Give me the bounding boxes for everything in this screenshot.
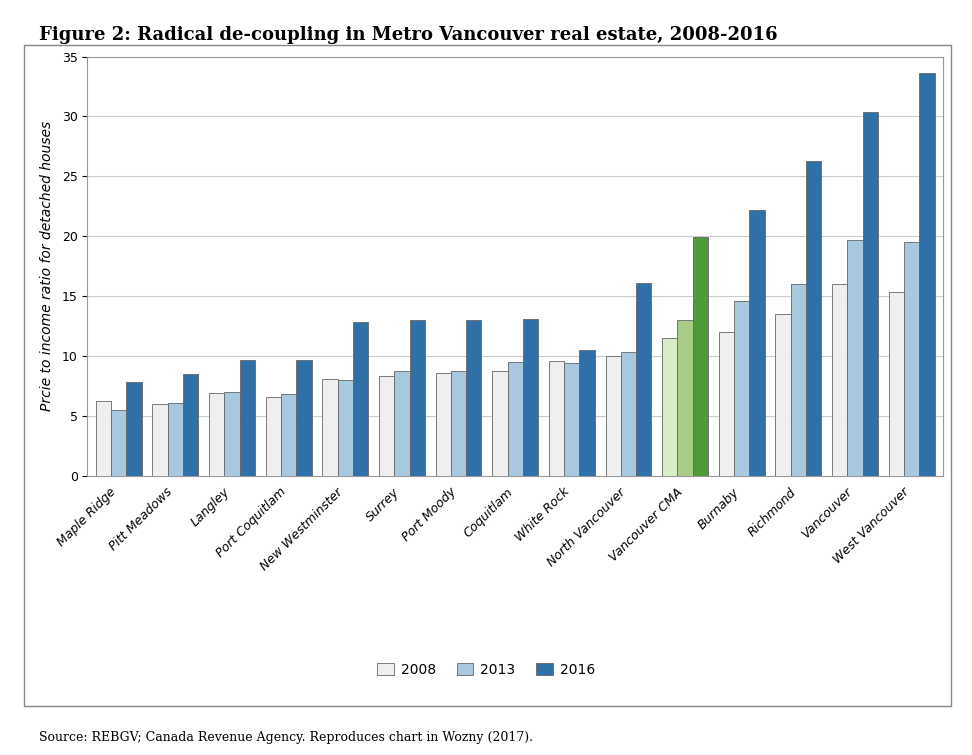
Bar [337, 380, 353, 476]
Bar [111, 410, 126, 476]
Bar [564, 363, 579, 476]
Bar [265, 396, 281, 476]
Bar [467, 320, 481, 476]
Bar [863, 112, 878, 476]
Bar [323, 379, 337, 476]
Bar [791, 284, 806, 476]
Bar [776, 314, 791, 476]
Bar [379, 376, 395, 476]
Bar [677, 320, 693, 476]
Bar [281, 394, 296, 476]
Bar [606, 356, 621, 476]
Bar [523, 319, 538, 476]
Bar [579, 350, 595, 476]
Bar [920, 73, 935, 476]
Bar [621, 353, 636, 476]
Bar [848, 240, 863, 476]
Bar [296, 359, 311, 476]
Bar [719, 332, 734, 476]
Bar [662, 338, 677, 476]
Text: Figure 2: Radical de-coupling in Metro Vancouver real estate, 2008-2016: Figure 2: Radical de-coupling in Metro V… [39, 26, 778, 45]
Bar [183, 374, 198, 476]
Bar [832, 284, 848, 476]
Bar [153, 404, 167, 476]
Bar [95, 402, 111, 476]
Legend: 2008, 2013, 2016: 2008, 2013, 2016 [370, 656, 602, 684]
Bar [126, 382, 142, 476]
Bar [451, 371, 467, 476]
Bar [435, 373, 451, 476]
Bar [409, 320, 425, 476]
Bar [353, 322, 368, 476]
Text: Source: REBGV; Canada Revenue Agency. Reproduces chart in Wozny (2017).: Source: REBGV; Canada Revenue Agency. Re… [39, 731, 533, 744]
Bar [888, 292, 904, 476]
Bar [239, 359, 255, 476]
Bar [806, 161, 821, 476]
Bar [734, 300, 749, 476]
Bar [693, 237, 708, 476]
Bar [507, 362, 523, 476]
Bar [904, 242, 920, 476]
Bar [225, 392, 239, 476]
Bar [636, 283, 651, 476]
Bar [209, 393, 225, 476]
Bar [549, 361, 564, 476]
Bar [395, 371, 409, 476]
Bar [749, 210, 765, 476]
Bar [492, 371, 507, 476]
Bar [167, 402, 183, 476]
Y-axis label: Prcie to income ratio for detached houses: Prcie to income ratio for detached house… [40, 121, 53, 411]
